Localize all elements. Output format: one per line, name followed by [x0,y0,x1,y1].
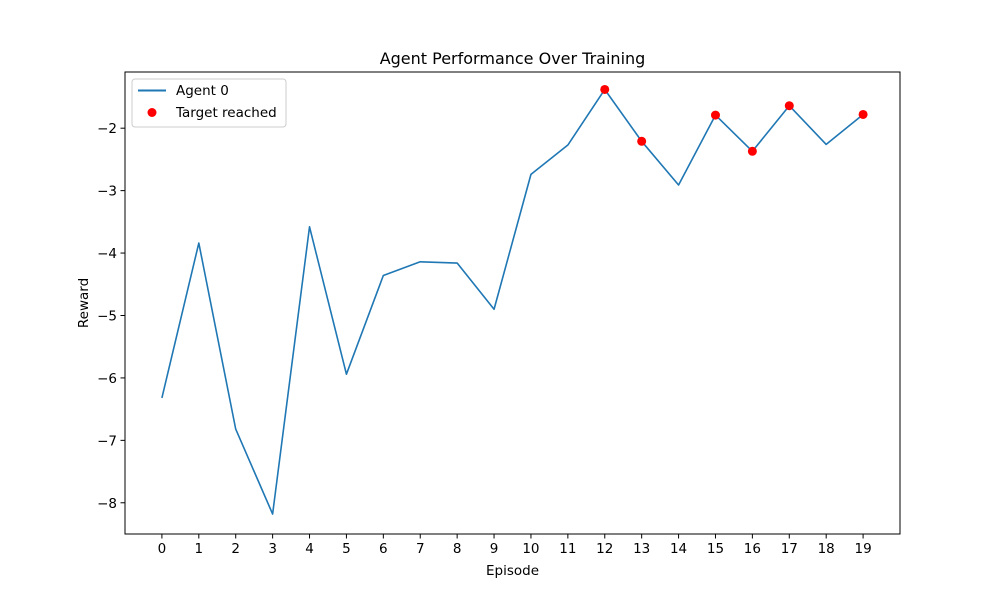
target-reached-point [858,109,868,119]
legend: Agent 0 Target reached [131,78,287,128]
x-tick-label: 13 [633,541,650,557]
x-tick-label: 0 [158,541,167,557]
series-layer [161,84,868,515]
x-tick-label: 3 [268,541,277,557]
target-reached-point [600,84,610,94]
plot-frame [124,71,901,535]
x-tick-label: 4 [305,541,314,557]
legend-marker-swatch [147,108,157,117]
x-tick-label: 15 [707,541,724,557]
legend-label-agent-0: Agent 0 [176,83,229,99]
x-axis-label: Episode [486,563,539,579]
x-axis: 0 1 2 3 4 5 6 7 8 9 10 11 12 13 14 15 16 17 18 19 [158,534,872,557]
y-tick-label: −4 [97,246,117,262]
x-tick-label: 1 [195,541,204,557]
y-axis-label: Reward [76,278,92,328]
target-reached-point [710,110,720,120]
x-tick-label: 10 [522,541,539,557]
x-tick-label: 8 [453,541,462,557]
x-tick-label: 7 [416,541,425,557]
y-tick-label: −2 [97,121,117,137]
x-tick-label: 18 [818,541,835,557]
y-tick-label: −7 [97,433,117,449]
y-tick-label: −8 [97,496,117,512]
x-tick-label: 14 [670,541,687,557]
y-axis: −8 −7 −6 −5 −4 −3 −2 [97,121,125,512]
x-tick-label: 5 [342,541,351,557]
target-reached-point [747,146,757,156]
y-tick-label: −3 [97,184,117,200]
y-tick-label: −6 [97,371,117,387]
x-tick-label: 16 [744,541,761,557]
series-line-agent-0 [161,88,864,515]
target-reached-point [637,136,647,146]
target-reached-point [784,101,794,111]
chart-title: Agent Performance Over Training [380,49,646,68]
x-tick-label: 9 [490,541,499,557]
x-tick-label: 19 [855,541,872,557]
x-tick-label: 17 [781,541,798,557]
x-tick-label: 2 [231,541,240,557]
legend-label-target-reached: Target reached [175,105,277,121]
y-tick-label: −5 [97,308,117,324]
legend-box [131,78,287,128]
x-tick-label: 11 [559,541,576,557]
x-tick-label: 6 [379,541,388,557]
x-tick-label: 12 [596,541,613,557]
plot-area: 0 1 2 3 4 5 6 7 8 9 10 11 12 13 14 15 16 17 18 19 −8−7−6−5−… [97,71,901,557]
